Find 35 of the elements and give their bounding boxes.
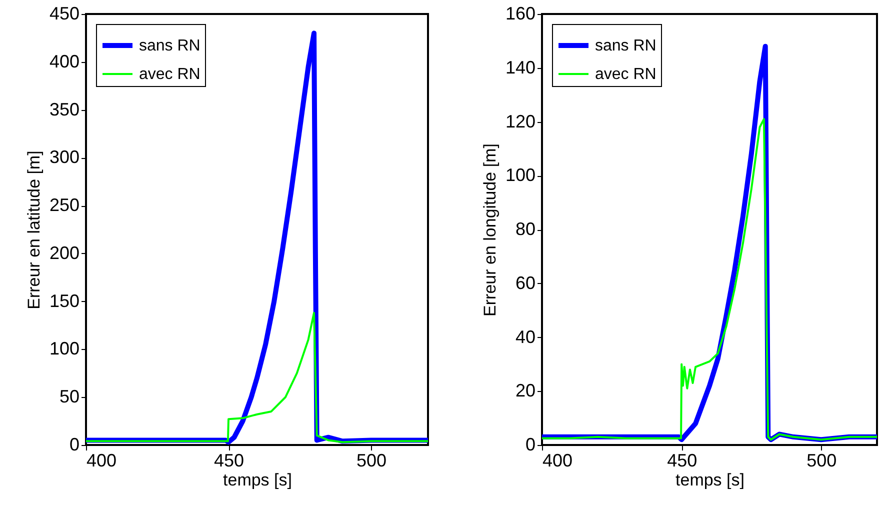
x-axis-title: temps [s] [223,470,292,490]
y-axis-title: Erreur en latitude [m] [24,150,44,310]
y-tick-label: 200 [49,242,80,263]
y-tick-label: 40 [515,326,536,347]
y-tick-label: 0 [525,434,536,454]
y-tick-label: 100 [49,338,80,359]
y-tick-label: 120 [505,111,536,132]
legend-label: sans RN [139,38,200,54]
x-tick-label: 450 [214,450,244,470]
y-tick-label: 140 [505,57,536,78]
y-tick-label: 250 [49,195,80,216]
y-tick-label: 60 [515,272,536,293]
y-tick-label: 20 [515,380,536,401]
y-tick-label: 150 [49,290,80,311]
legend-label: sans RN [595,38,656,54]
legend-label: avec RN [139,66,200,83]
x-tick-label: 450 [667,450,698,470]
y-tick-label: 450 [49,4,80,24]
y-axis-title: Erreur en longitude [m] [480,144,500,316]
legend-label: avec RN [595,66,656,83]
y-tick-label: 80 [515,219,536,239]
y-tick-label: 160 [505,4,536,24]
y-tick-label: 0 [69,434,80,454]
y-tick-label: 400 [49,51,80,72]
x-tick-label: 500 [356,450,387,470]
x-tick-label: 400 [86,450,117,470]
x-axis-title: temps [s] [676,470,744,490]
y-tick-label: 100 [505,165,536,186]
x-tick-label: 500 [806,450,837,470]
y-tick-label: 300 [49,147,80,168]
x-tick-label: 400 [542,450,573,470]
line-series [86,312,428,444]
line-series [542,118,877,441]
y-tick-label: 50 [59,386,80,407]
y-tick-label: 350 [49,99,80,120]
